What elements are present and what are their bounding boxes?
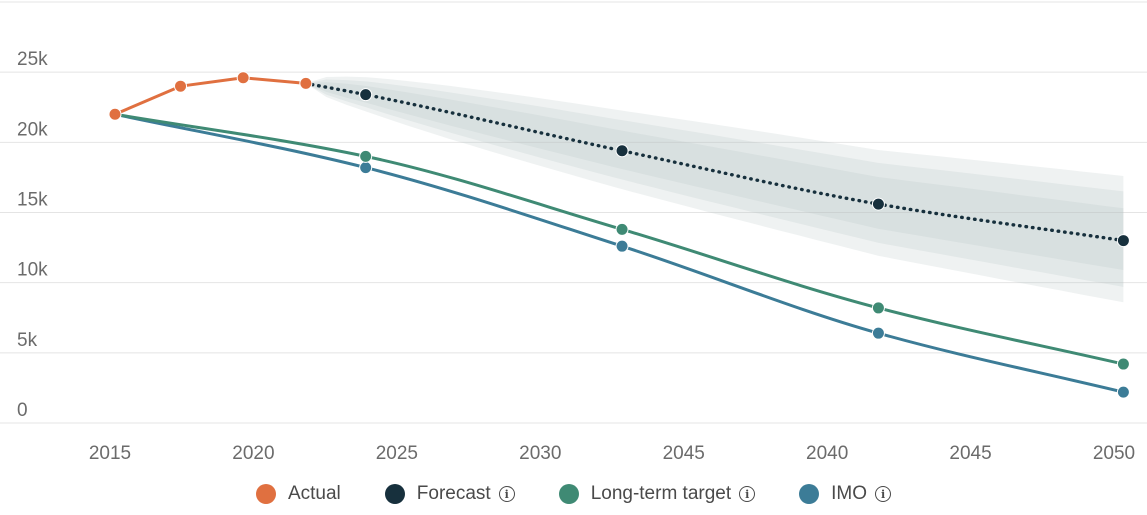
info-icon[interactable]: i — [875, 486, 892, 502]
x-tick-label: 2020 — [232, 443, 274, 464]
data-point-imo — [1116, 385, 1130, 399]
y-tick-label: 15k — [17, 190, 48, 211]
y-tick-label: 5k — [17, 330, 38, 351]
legend-label: Long-term target — [590, 483, 732, 504]
x-tick-label: 2050 — [1093, 443, 1135, 464]
data-point-actual — [236, 71, 250, 85]
legend-marker-actual — [255, 484, 276, 504]
legend-label: IMO — [831, 483, 868, 504]
data-point-long-term-target — [615, 222, 629, 236]
data-point-actual — [108, 107, 122, 121]
legend-marker-long-term-target — [558, 484, 579, 504]
x-tick-label: 2030 — [519, 443, 561, 464]
legend-marker-forecast — [384, 484, 405, 504]
legend-item-forecast[interactable]: Forecast i — [384, 483, 515, 505]
data-point-actual — [299, 76, 313, 90]
series-line-forecast — [304, 81, 1126, 243]
info-icon[interactable]: i — [498, 486, 515, 502]
data-point-forecast — [359, 88, 373, 102]
data-point-actual — [174, 79, 188, 93]
forecast-uncertainty-band — [305, 76, 1124, 303]
uncertainty-band — [305, 76, 1124, 303]
y-tick-label: 25k — [17, 49, 48, 70]
data-point-forecast — [615, 144, 629, 158]
uncertainty-band — [305, 79, 1124, 287]
legend-label: Forecast — [416, 483, 491, 504]
x-tick-label: 2015 — [89, 443, 131, 464]
data-point-long-term-target — [1116, 357, 1130, 371]
data-point-forecast — [871, 197, 885, 211]
legend-item-actual[interactable]: Actual — [255, 483, 341, 505]
series-points — [108, 71, 1130, 399]
info-icon[interactable]: i — [739, 486, 756, 502]
uncertainty-band — [305, 82, 1124, 270]
y-tick-label: 0 — [17, 400, 28, 421]
x-tick-label: 2040 — [806, 443, 848, 464]
x-tick-label: 2025 — [376, 443, 418, 464]
x-axis-tick-labels: 2015 2020 2025 2030 2045 2040 2045 2050 — [89, 443, 1135, 464]
legend-item-imo[interactable]: IMO i — [799, 483, 892, 505]
data-point-long-term-target — [359, 149, 373, 163]
x-tick-label: 2045 — [663, 443, 705, 464]
data-point-long-term-target — [871, 301, 885, 315]
y-tick-label: 10k — [17, 260, 48, 281]
data-point-imo — [871, 326, 885, 340]
grid-lines — [0, 1, 1147, 424]
data-point-imo — [359, 161, 373, 175]
x-tick-label: 2045 — [949, 443, 991, 464]
series-line-actual — [113, 76, 308, 116]
legend-marker-imo — [799, 484, 820, 504]
data-point-imo — [615, 239, 629, 253]
legend-label: Actual — [287, 483, 341, 504]
y-axis-tick-labels: 05k10k15k20k25k30k — [17, 49, 48, 421]
data-point-forecast — [1116, 234, 1130, 248]
line-chart: 05k10k15k20k25k30k 201520202025203020452… — [0, 1, 1147, 464]
legend-item-long-term-target[interactable]: Long-term target i — [558, 483, 756, 505]
chart-legend: Actual Forecast i Long-term target i IMO… — [0, 483, 1147, 505]
y-tick-label: 20k — [17, 119, 48, 140]
